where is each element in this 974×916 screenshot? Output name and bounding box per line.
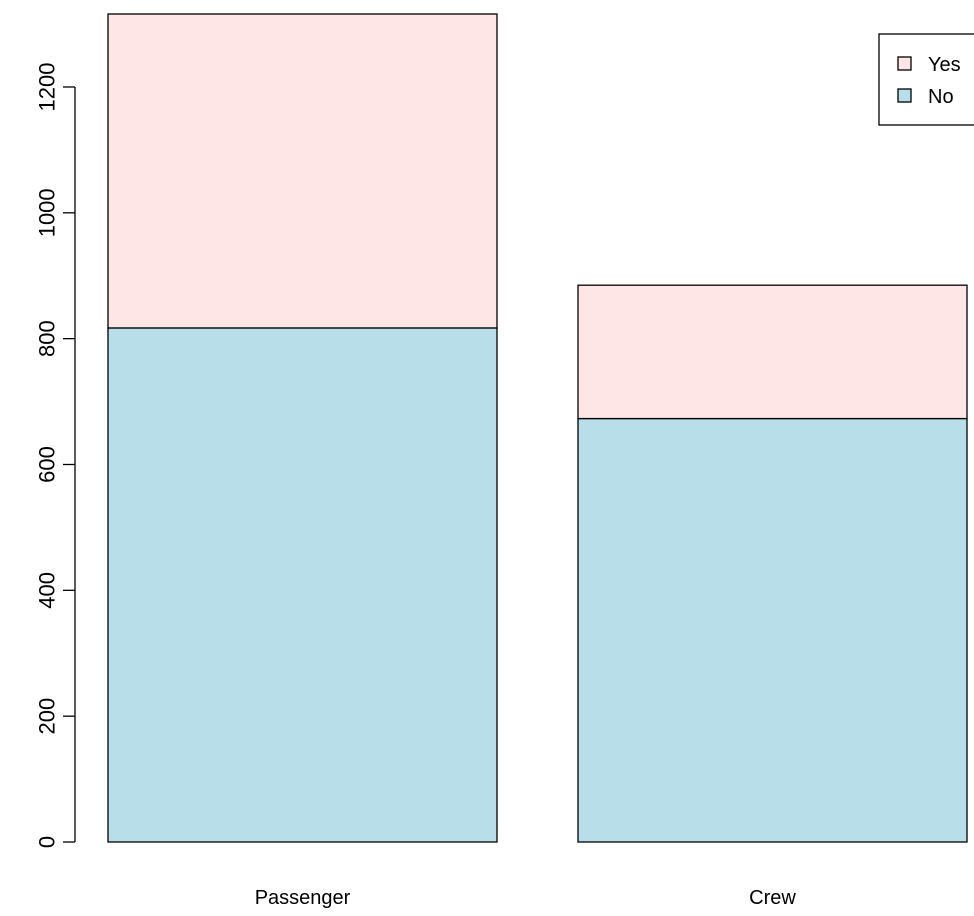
bars-layer <box>107 13 968 843</box>
y-tick-label: 200 <box>35 698 60 735</box>
y-tick-label: 600 <box>35 446 60 483</box>
legend-swatch-no <box>897 88 912 103</box>
legend-swatch-yes <box>897 56 912 71</box>
x-category-label: Passenger <box>255 887 351 909</box>
y-tick-label: 1200 <box>35 63 60 112</box>
y-tick-label: 1000 <box>35 188 60 237</box>
legend-box <box>878 33 974 126</box>
bar-passenger-no <box>107 327 498 843</box>
legend-label-yes: Yes <box>928 54 961 76</box>
bar-crew-yes <box>577 284 968 420</box>
y-tick-label: 800 <box>35 320 60 357</box>
legend: Yes No <box>878 33 974 126</box>
bar-crew-no <box>577 417 968 843</box>
y-axis: 0 200 400 600 800 1000 1200 <box>35 63 76 848</box>
x-axis-labels: Passenger Crew <box>255 887 797 909</box>
x-category-label: Crew <box>749 887 796 909</box>
bar-passenger-yes <box>107 13 498 329</box>
legend-label-no: No <box>928 86 954 108</box>
y-tick-label: 0 <box>35 836 60 848</box>
y-tick-label: 400 <box>35 572 60 609</box>
